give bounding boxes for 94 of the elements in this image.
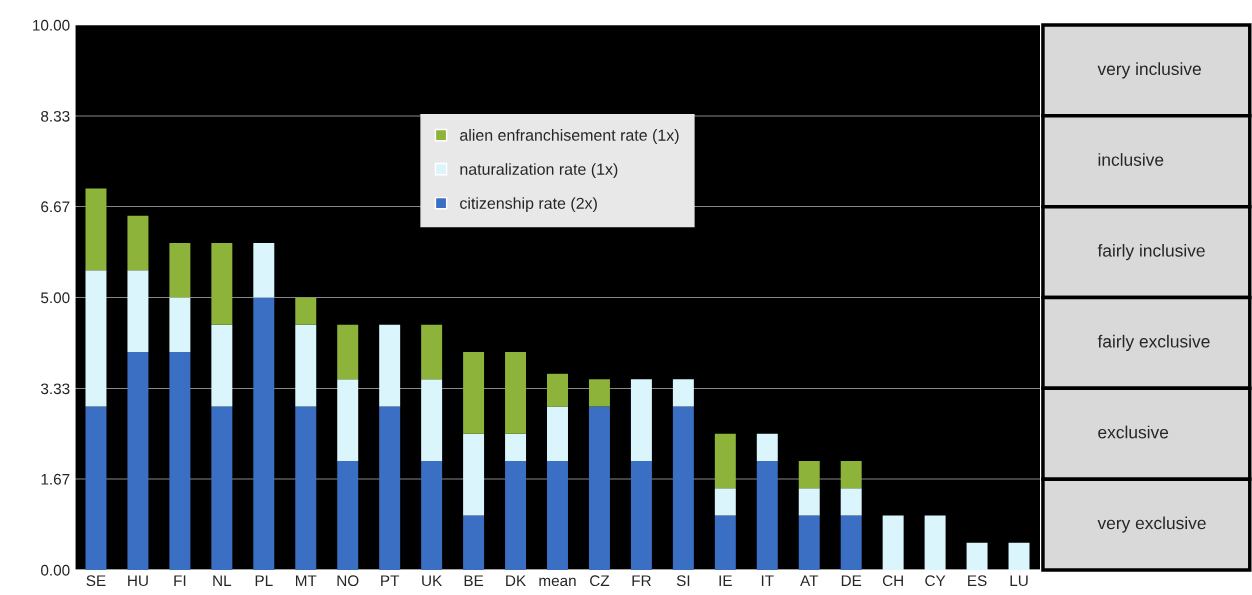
bar bbox=[756, 461, 778, 570]
bar bbox=[630, 461, 652, 570]
x-tick-label: IE bbox=[719, 575, 732, 586]
bar bbox=[840, 461, 862, 489]
x-tick-label: UK bbox=[422, 575, 443, 587]
y-tick-label: 3.33 bbox=[40, 383, 70, 395]
x-tick-label: DK bbox=[506, 575, 526, 586]
bar bbox=[924, 515, 946, 570]
bar bbox=[547, 461, 568, 570]
bar bbox=[714, 433, 736, 489]
x-tick-label: IT bbox=[761, 575, 774, 586]
bar bbox=[588, 406, 610, 570]
bar bbox=[85, 188, 107, 271]
x-tick-label: ES bbox=[968, 575, 987, 587]
bar bbox=[85, 270, 107, 407]
bar bbox=[337, 461, 359, 570]
text: fairly exclusive bbox=[1097, 334, 1210, 352]
bar bbox=[211, 406, 233, 570]
bar bbox=[840, 515, 862, 570]
y-tick-label: 0.00 bbox=[41, 564, 70, 576]
x-tick-label: CY bbox=[925, 575, 946, 587]
bar bbox=[798, 488, 820, 516]
text: exclusive bbox=[1098, 425, 1169, 439]
bar bbox=[840, 488, 862, 516]
bar bbox=[421, 461, 443, 570]
bar bbox=[547, 373, 568, 407]
x-tick-label: SI bbox=[676, 575, 690, 587]
legend-label: alien enfranchisement rate (1x) bbox=[460, 129, 679, 144]
x-tick-label: SE bbox=[86, 575, 106, 587]
bar bbox=[211, 324, 233, 407]
x-tick-label: FR bbox=[632, 575, 651, 586]
x-tick-label: LU bbox=[1010, 575, 1028, 587]
bar bbox=[295, 297, 317, 325]
x-tick-label: PL bbox=[255, 575, 273, 586]
x-tick-label: DE bbox=[841, 575, 862, 586]
bar bbox=[672, 379, 694, 407]
bar bbox=[337, 379, 359, 461]
bar bbox=[547, 406, 568, 461]
text: very exclusive bbox=[1097, 516, 1206, 533]
x-tick-label: BE bbox=[464, 575, 484, 586]
text: fairly inclusive bbox=[1097, 243, 1205, 261]
x-tick-label: CH bbox=[882, 575, 903, 587]
bar bbox=[169, 243, 191, 298]
bar bbox=[211, 243, 233, 325]
x-tick-label: PT bbox=[381, 575, 400, 586]
bar bbox=[85, 406, 107, 570]
bar bbox=[882, 515, 904, 570]
bar bbox=[588, 379, 610, 407]
bar bbox=[505, 433, 527, 461]
bar bbox=[379, 406, 401, 570]
y-tick-label: 8.33 bbox=[41, 110, 70, 122]
bar bbox=[253, 243, 275, 298]
bar bbox=[337, 324, 359, 380]
bar bbox=[379, 324, 401, 407]
legend-label: naturalization rate (1x) bbox=[460, 163, 618, 179]
legend-label: citizenship rate (2x) bbox=[460, 197, 597, 213]
bar bbox=[966, 542, 988, 570]
bar bbox=[798, 461, 820, 489]
bar bbox=[463, 515, 485, 570]
x-tick-label: AT bbox=[800, 575, 819, 586]
x-tick-label: mean bbox=[539, 577, 576, 587]
bar bbox=[505, 461, 527, 570]
bar bbox=[421, 379, 443, 461]
bar bbox=[756, 433, 778, 461]
bar bbox=[463, 433, 485, 516]
bar bbox=[421, 324, 443, 380]
bar bbox=[714, 488, 736, 516]
bar bbox=[169, 297, 191, 352]
bar bbox=[463, 352, 485, 434]
bar bbox=[127, 270, 149, 352]
y-tick-label: 10.00 bbox=[33, 19, 70, 31]
text: inclusive bbox=[1098, 153, 1164, 166]
bar bbox=[127, 352, 149, 570]
y-tick-label: 6.67 bbox=[41, 201, 70, 213]
x-tick-label: NL bbox=[213, 575, 232, 586]
text: very inclusive bbox=[1097, 62, 1201, 79]
y-tick-label: 5.00 bbox=[41, 292, 70, 304]
x-tick-label: FI bbox=[174, 575, 186, 586]
bar bbox=[295, 324, 317, 407]
x-tick-label: HU bbox=[128, 575, 148, 587]
bar bbox=[714, 515, 736, 570]
bar bbox=[1008, 542, 1030, 570]
bar bbox=[672, 406, 694, 570]
bar bbox=[798, 515, 820, 570]
x-tick-label: CZ bbox=[590, 575, 610, 587]
bar bbox=[505, 352, 527, 434]
bar bbox=[295, 406, 317, 570]
x-tick-label: NO bbox=[337, 575, 359, 587]
bar bbox=[127, 215, 149, 271]
y-tick-label: 1.67 bbox=[41, 473, 70, 485]
x-tick-label: MT bbox=[295, 575, 317, 586]
bar bbox=[169, 352, 191, 570]
bar bbox=[630, 379, 652, 461]
bar bbox=[253, 297, 275, 570]
